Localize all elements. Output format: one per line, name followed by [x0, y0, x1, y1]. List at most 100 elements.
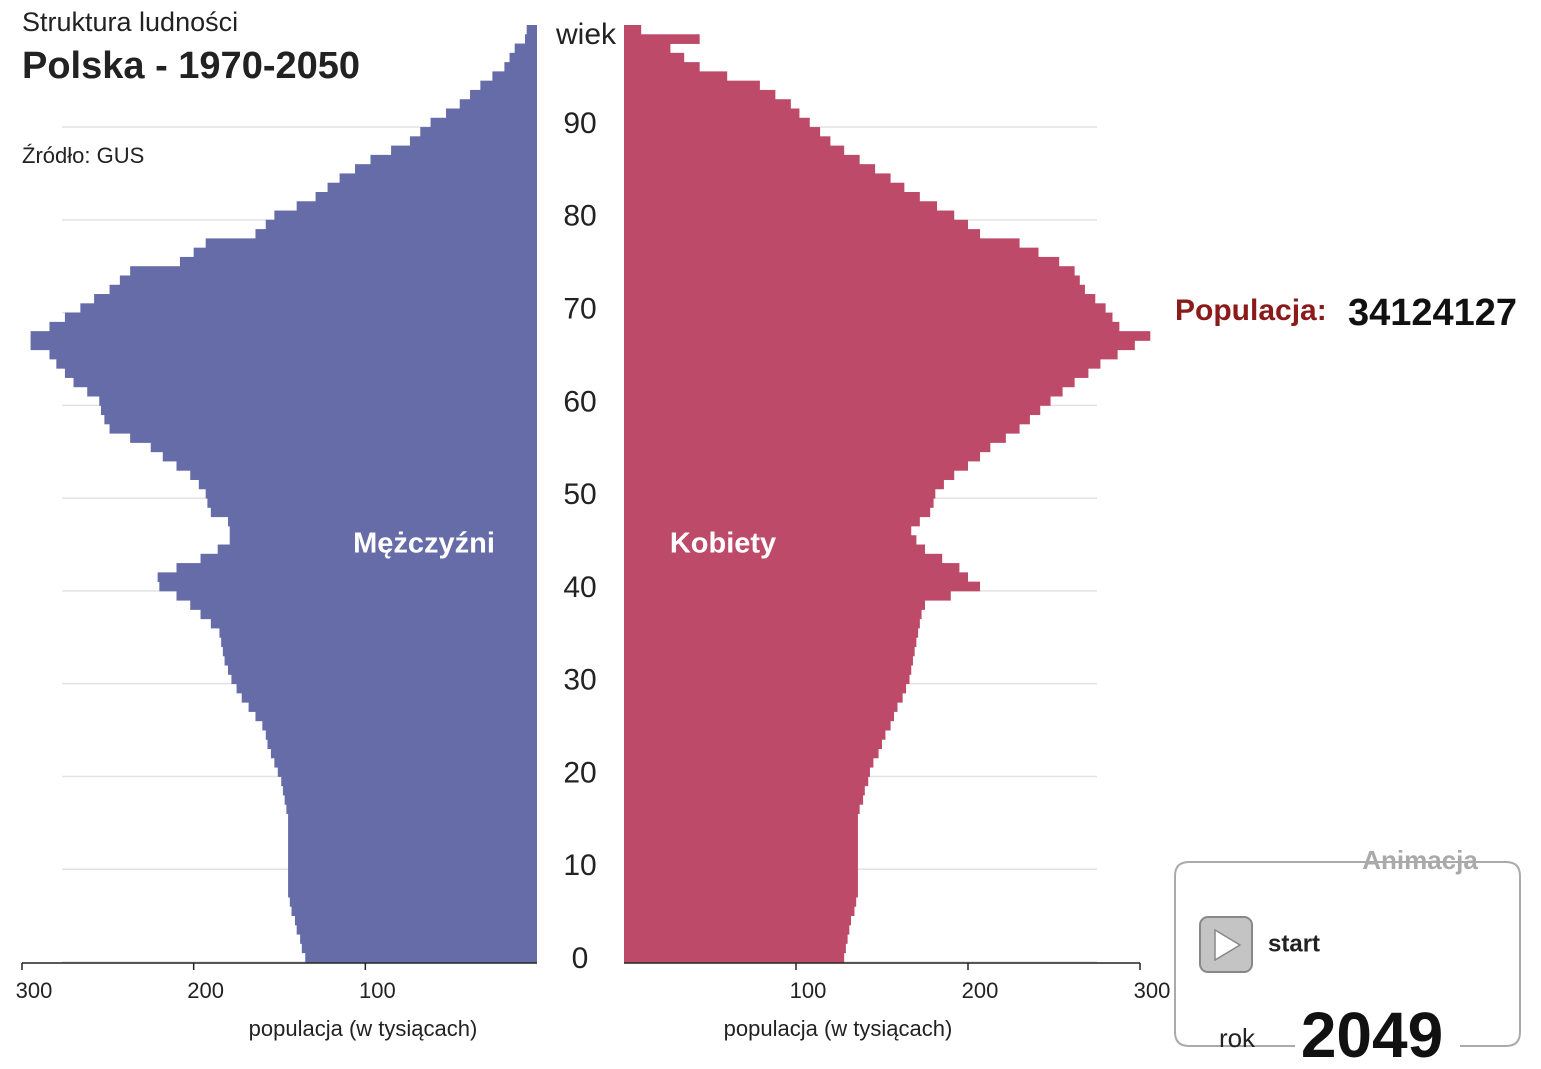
- bar: [210, 507, 538, 518]
- bar: [624, 284, 1085, 295]
- bar: [624, 52, 685, 63]
- bar: [248, 702, 537, 712]
- bar: [193, 247, 537, 258]
- bar: [99, 396, 537, 406]
- bar: [624, 117, 810, 128]
- bar: [231, 674, 537, 685]
- foreground: 0 10 20 30 40 50 60 70 80 90 100 200 300 100 200 300: [16, 107, 1171, 1003]
- bar: [190, 470, 537, 480]
- bar: [281, 776, 537, 787]
- bar: [288, 813, 537, 824]
- bar: [241, 692, 537, 703]
- x-tick-label: 200: [187, 978, 224, 1003]
- year-value: 2049: [1301, 999, 1443, 1069]
- bar: [282, 785, 537, 796]
- bar: [205, 488, 537, 499]
- bar: [624, 832, 858, 842]
- bar: [267, 739, 537, 750]
- bar: [219, 628, 537, 638]
- bar: [624, 219, 968, 230]
- bar: [409, 136, 537, 147]
- bar: [87, 386, 537, 397]
- bar: [624, 461, 968, 471]
- bar: [624, 813, 858, 824]
- bar: [217, 544, 537, 555]
- bar: [288, 850, 537, 861]
- bar: [210, 618, 538, 629]
- bar: [284, 795, 537, 805]
- bar: [49, 321, 537, 332]
- bar: [198, 479, 538, 490]
- bar: [130, 266, 537, 276]
- bar: [524, 34, 537, 44]
- series-label: Kobiety: [670, 528, 776, 560]
- bar: [624, 776, 869, 787]
- bar: [624, 164, 876, 174]
- bar: [300, 934, 537, 944]
- bar: [526, 25, 537, 35]
- bar: [327, 182, 537, 193]
- bar: [624, 423, 1020, 434]
- bar: [157, 572, 537, 583]
- bar: [624, 535, 917, 545]
- y-tick-label: 80: [563, 200, 596, 233]
- bar: [624, 191, 920, 202]
- bar: [255, 229, 537, 239]
- bar: [624, 238, 1020, 249]
- bar: [624, 850, 858, 861]
- bar: [291, 906, 537, 917]
- bar: [624, 405, 1041, 416]
- y-tick-label: 60: [563, 385, 596, 418]
- bar: [624, 43, 671, 54]
- bar: [104, 414, 538, 425]
- bar: [624, 377, 1075, 388]
- bar: [56, 358, 537, 369]
- bar: [288, 822, 537, 833]
- bar: [624, 859, 858, 870]
- bar: [624, 34, 700, 44]
- bar: [222, 646, 537, 657]
- bar: [624, 525, 912, 536]
- source: Źródło: GUS: [22, 143, 144, 168]
- bar: [624, 655, 913, 666]
- play-icon[interactable]: [1214, 928, 1242, 962]
- bar: [624, 451, 981, 462]
- bar: [100, 405, 537, 416]
- bar: [315, 191, 537, 202]
- bar: [470, 89, 537, 100]
- button-label[interactable]: start: [1268, 930, 1320, 957]
- x-tick-label: 200: [962, 978, 999, 1003]
- bar: [288, 832, 537, 842]
- bar: [624, 321, 1120, 332]
- bar: [624, 841, 858, 852]
- bar: [624, 396, 1051, 406]
- bar: [624, 730, 886, 740]
- bar: [200, 553, 538, 564]
- bar: [289, 897, 537, 907]
- y-tick-label: 90: [563, 107, 596, 140]
- bar: [624, 294, 1096, 304]
- bar: [109, 423, 538, 434]
- bar: [176, 461, 537, 471]
- bar: [624, 757, 874, 768]
- bar: [624, 266, 1075, 276]
- bar: [301, 943, 537, 954]
- bar: [624, 887, 858, 898]
- bar: [624, 674, 910, 685]
- population-label: Populacja:: [1175, 294, 1327, 327]
- bar: [150, 442, 537, 453]
- bar: [228, 665, 537, 675]
- bar: [370, 154, 537, 165]
- bar: [624, 108, 800, 119]
- bar: [624, 609, 922, 620]
- bar: [624, 563, 960, 573]
- bar: [624, 479, 944, 490]
- bar: [296, 201, 537, 211]
- bar: [624, 590, 951, 601]
- bar: [624, 99, 791, 109]
- bar: [624, 386, 1063, 397]
- start-button[interactable]: [1199, 916, 1253, 973]
- bar: [624, 173, 891, 184]
- bar: [159, 581, 538, 592]
